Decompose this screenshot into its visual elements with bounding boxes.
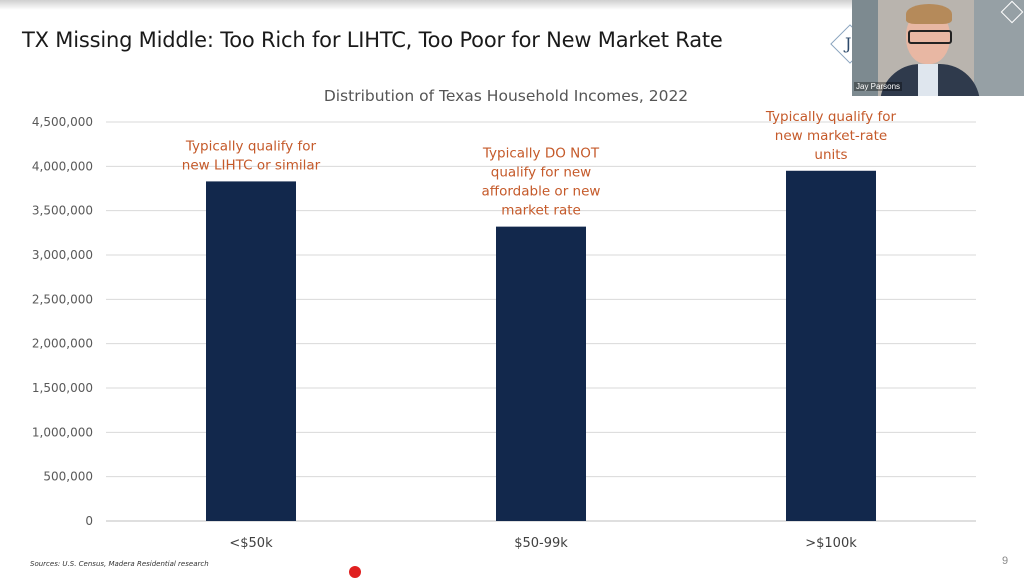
y-tick-label: 1,500,000 <box>32 381 93 395</box>
y-tick-label: 1,000,000 <box>32 425 93 439</box>
x-tick-label: <$50k <box>229 536 273 551</box>
bar-annotation: market rate <box>501 203 581 219</box>
bar-annotation: Typically qualify for <box>185 138 317 154</box>
page-number: 9 <box>1002 555 1009 567</box>
y-tick-label: 4,000,000 <box>32 159 93 173</box>
y-tick-label: 0 <box>85 514 93 528</box>
logo-letter: J <box>845 34 852 53</box>
webcam-background-window <box>852 0 878 96</box>
bar-annotation: new LIHTC or similar <box>182 157 321 173</box>
bar-annotation: units <box>814 147 847 163</box>
bar <box>786 170 876 521</box>
source-note: Sources: U.S. Census, Madera Residential… <box>30 560 209 568</box>
y-tick-label: 500,000 <box>43 470 93 484</box>
speaker-glasses <box>908 30 952 44</box>
bar <box>206 181 296 521</box>
bar-annotation: new market-rate <box>775 128 887 144</box>
bar-annotation: Typically DO NOT <box>482 146 600 162</box>
y-tick-label: 4,500,000 <box>32 115 93 129</box>
video-top-bar <box>0 0 1024 10</box>
slide-title: TX Missing Middle: Too Rich for LIHTC, T… <box>22 28 723 52</box>
speaker-webcam: Jay Parsons <box>852 0 1024 96</box>
y-tick-label: 2,000,000 <box>32 337 93 351</box>
speaker-name: Jay Parsons <box>854 82 903 91</box>
bar-annotation: affordable or new <box>482 184 601 200</box>
x-tick-label: >$100k <box>805 536 857 551</box>
y-tick-label: 3,000,000 <box>32 248 93 262</box>
y-tick-label: 3,500,000 <box>32 204 93 218</box>
bar <box>496 226 586 522</box>
webcam-background-window <box>974 0 1024 96</box>
income-distribution-chart: Distribution of Texas Household Incomes,… <box>32 87 976 551</box>
x-tick-label: $50-99k <box>514 536 568 551</box>
video-progress-handle[interactable] <box>349 566 361 578</box>
bar-annotation: qualify for new <box>491 165 591 181</box>
speaker-hair <box>906 4 952 24</box>
bar-annotation: Typically qualify for <box>765 109 897 125</box>
y-tick-label: 2,500,000 <box>32 292 93 306</box>
chart-title: Distribution of Texas Household Incomes,… <box>324 87 688 105</box>
speaker-shirt <box>918 64 938 96</box>
